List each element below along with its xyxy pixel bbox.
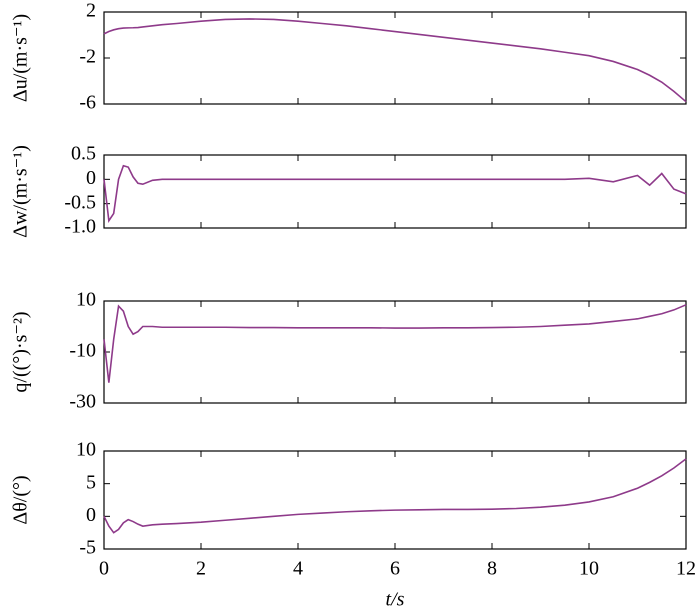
- data-line: [103, 458, 687, 534]
- y-tick-label: 10: [76, 439, 96, 461]
- x-tick-label: 6: [390, 558, 400, 580]
- plot-frame: [103, 154, 687, 229]
- x-axis-label: t/s: [386, 589, 405, 611]
- y-tick-label: 10: [76, 289, 96, 311]
- y-axis-label: Δθ/(°): [10, 475, 32, 524]
- y-tick-label: -0.5: [64, 191, 96, 213]
- y-tick-label: -30: [69, 391, 96, 413]
- y-tick-label: -1.0: [64, 216, 96, 238]
- y-axis-label: Δu/(m·s⁻¹): [10, 14, 32, 102]
- y-tick-label: -2: [79, 46, 96, 68]
- x-tick-label: 2: [196, 558, 206, 580]
- y-tick-label: 0: [86, 504, 96, 526]
- data-line: [103, 164, 687, 223]
- x-tick-label: 10: [579, 558, 599, 580]
- y-tick-label: -5: [79, 537, 96, 559]
- plot-frame: [103, 300, 687, 404]
- x-tick-label: 4: [293, 558, 303, 580]
- y-axis-label: q/((°)·s⁻²): [10, 311, 32, 392]
- x-tick-label: 8: [487, 558, 497, 580]
- y-tick-label: 0.5: [71, 143, 96, 165]
- x-tick-label: 0: [99, 558, 109, 580]
- y-axis-label: Δw/(m·s⁻¹): [10, 145, 32, 238]
- x-tick-label: 12: [676, 558, 696, 580]
- y-tick-label: 0: [86, 167, 96, 189]
- y-tick-label: -6: [79, 92, 96, 114]
- y-tick-label: 5: [86, 471, 96, 493]
- data-line: [103, 18, 687, 103]
- y-tick-label: -10: [69, 340, 96, 362]
- data-line: [103, 304, 687, 383]
- y-tick-label: 2: [86, 0, 96, 22]
